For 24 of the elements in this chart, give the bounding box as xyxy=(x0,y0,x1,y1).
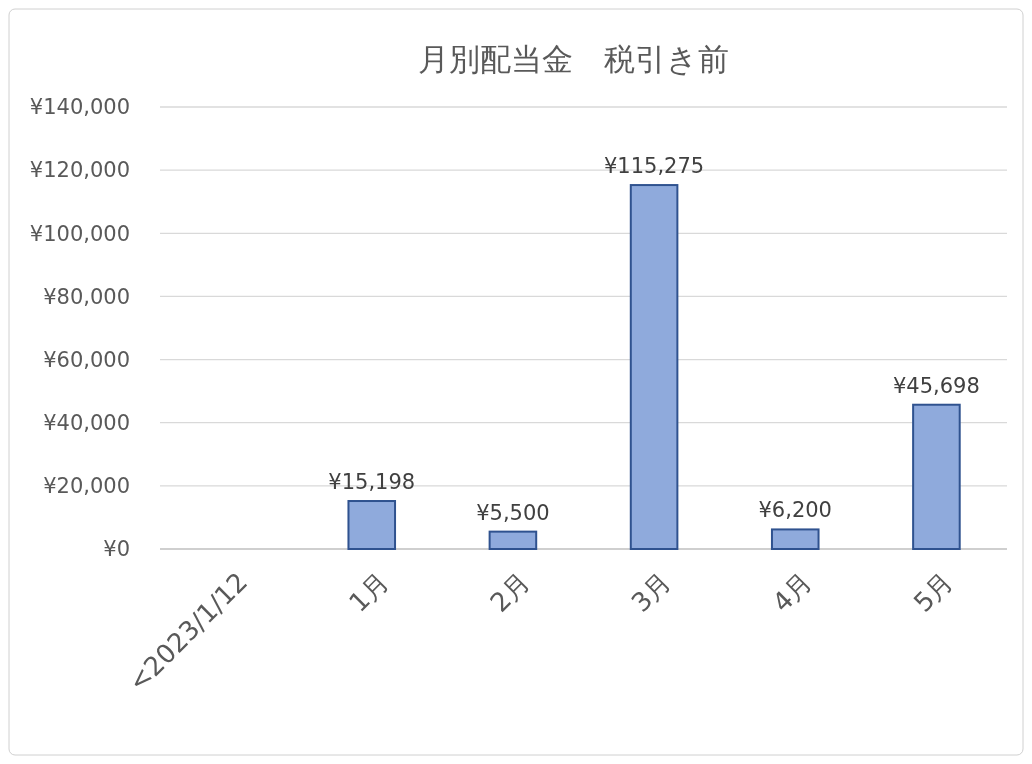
y-tick-label: ¥140,000 xyxy=(29,95,130,120)
data-label: ¥115,275 xyxy=(603,154,705,179)
y-tick-label: ¥100,000 xyxy=(29,221,130,246)
y-tick-label: ¥80,000 xyxy=(43,284,130,309)
y-tick-label: ¥0 xyxy=(103,537,130,562)
bar xyxy=(770,528,820,550)
data-label: ¥45,698 xyxy=(892,373,980,398)
data-label: ¥6,200 xyxy=(758,498,832,523)
y-tick-label: ¥120,000 xyxy=(29,158,130,183)
chart-title: 月別配当金 税引き前 xyxy=(418,41,729,77)
bar xyxy=(347,500,397,550)
bar xyxy=(912,403,961,550)
y-tick-label: ¥60,000 xyxy=(43,347,130,372)
x-tick-label: 2月 xyxy=(484,566,536,618)
bar xyxy=(488,530,538,550)
x-tick-label: 3月 xyxy=(625,566,677,618)
x-tick-label: 1月 xyxy=(343,566,395,618)
x-tick-label: 5月 xyxy=(907,566,960,618)
x-tick-label: 4月 xyxy=(766,566,818,618)
data-label: ¥15,198 xyxy=(328,470,416,495)
y-tick-label: ¥40,000 xyxy=(43,411,130,436)
bar xyxy=(629,184,679,550)
y-tick-label: ¥20,000 xyxy=(43,474,130,499)
data-label: ¥5,500 xyxy=(476,500,550,525)
